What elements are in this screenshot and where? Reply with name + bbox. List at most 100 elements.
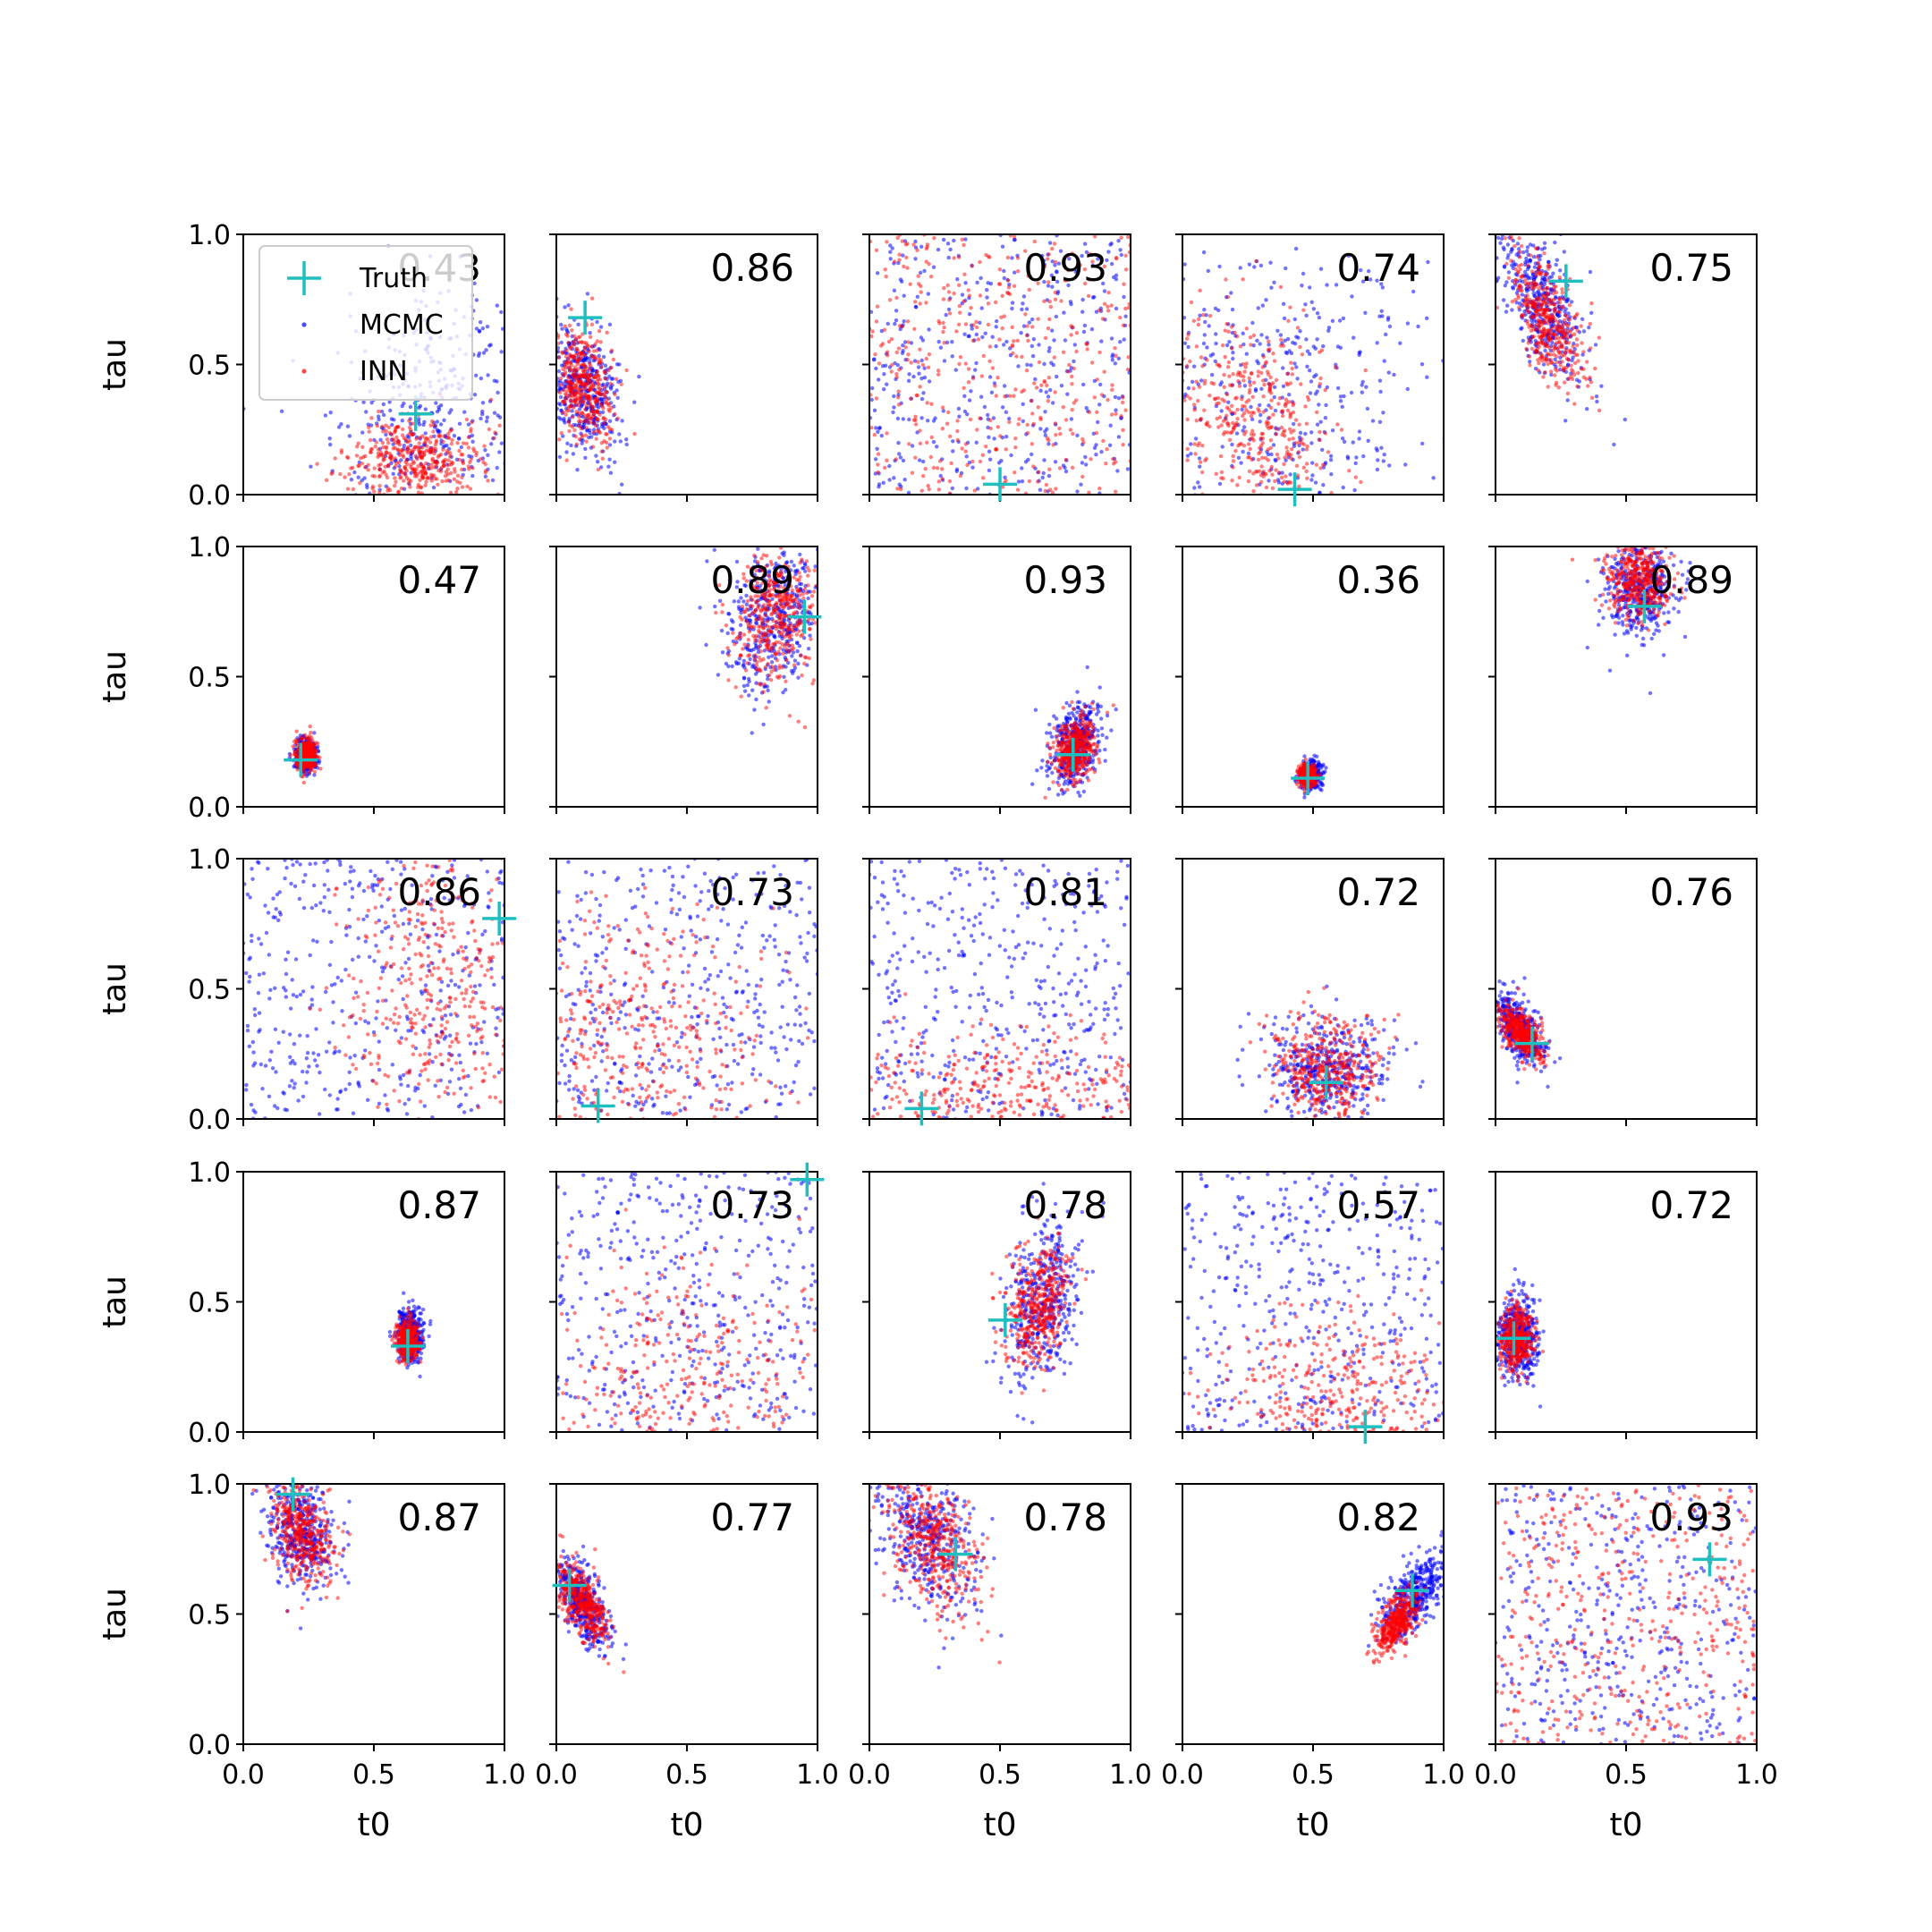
inn-point bbox=[576, 367, 580, 371]
inn-point bbox=[424, 479, 428, 484]
mcmc-point bbox=[617, 432, 622, 436]
mcmc-point bbox=[978, 320, 982, 325]
mcmc-point bbox=[1313, 480, 1318, 485]
mcmc-point bbox=[1106, 250, 1111, 254]
inn-point bbox=[947, 311, 953, 316]
mcmc-point bbox=[720, 650, 725, 655]
mcmc-point bbox=[875, 446, 879, 451]
inn-point bbox=[1078, 263, 1082, 267]
inn-point bbox=[1555, 326, 1559, 331]
inn-point bbox=[884, 275, 888, 279]
inn-point bbox=[483, 470, 487, 475]
inn-point bbox=[1208, 314, 1213, 318]
inn-point bbox=[1004, 479, 1008, 483]
inn-point bbox=[963, 361, 969, 366]
inn-point bbox=[948, 434, 953, 438]
mcmc-point bbox=[893, 360, 897, 366]
inn-point bbox=[449, 442, 453, 446]
mcmc-point bbox=[1115, 469, 1120, 473]
mcmc-point bbox=[569, 443, 573, 448]
mcmc-point bbox=[749, 579, 753, 583]
inn-point bbox=[605, 330, 609, 335]
mcmc-point bbox=[1320, 447, 1325, 453]
inn-point bbox=[994, 394, 999, 398]
inn-point bbox=[916, 360, 920, 364]
mcmc-point bbox=[1205, 345, 1209, 350]
inn-point bbox=[915, 248, 919, 252]
mcmc-point bbox=[423, 407, 428, 411]
inn-point bbox=[1560, 291, 1565, 295]
inn-point bbox=[1002, 314, 1007, 318]
inn-point bbox=[1071, 325, 1075, 330]
mcmc-point bbox=[1379, 445, 1384, 450]
inn-point bbox=[1053, 290, 1058, 295]
inn-point bbox=[1576, 359, 1580, 363]
mcmc-point bbox=[1271, 443, 1276, 447]
inn-point bbox=[462, 441, 466, 445]
inn-point bbox=[1538, 335, 1543, 341]
inn-point bbox=[1515, 270, 1521, 275]
mcmc-point bbox=[435, 419, 440, 424]
inn-point bbox=[1563, 328, 1568, 333]
mcmc-point bbox=[917, 371, 921, 376]
mcmc-point bbox=[1283, 338, 1287, 343]
mcmc-point bbox=[1230, 307, 1235, 312]
mcmc-point bbox=[480, 401, 486, 405]
inn-point bbox=[913, 422, 919, 427]
inn-point bbox=[597, 357, 601, 361]
inn-point bbox=[452, 477, 456, 481]
inn-point bbox=[1223, 354, 1227, 360]
mcmc-point bbox=[483, 448, 487, 453]
mcmc-point bbox=[580, 438, 585, 443]
inn-point bbox=[876, 470, 880, 475]
inn-point bbox=[578, 382, 583, 386]
inn-point bbox=[600, 456, 605, 461]
inn-point bbox=[1231, 453, 1235, 459]
inn-point bbox=[905, 358, 910, 362]
mcmc-point bbox=[1030, 452, 1034, 457]
mcmc-point bbox=[309, 464, 313, 469]
inn-point bbox=[1265, 419, 1269, 424]
inn-point bbox=[416, 464, 420, 469]
inn-point bbox=[1542, 251, 1546, 256]
inn-point bbox=[894, 457, 898, 462]
mcmc-point bbox=[379, 409, 385, 414]
mcmc-point bbox=[1272, 394, 1276, 400]
inn-point bbox=[445, 436, 451, 440]
inn-point bbox=[448, 454, 453, 459]
mcmc-point bbox=[876, 429, 880, 434]
mcmc-point bbox=[1258, 263, 1264, 268]
mcmc-point bbox=[1531, 254, 1537, 259]
inn-series bbox=[556, 296, 637, 472]
inn-point bbox=[386, 440, 391, 445]
inn-point bbox=[594, 400, 598, 405]
inn-point bbox=[970, 459, 975, 464]
inn-point bbox=[570, 415, 575, 419]
mcmc-point bbox=[1020, 466, 1024, 470]
inn-point bbox=[1046, 257, 1050, 261]
inn-point bbox=[1533, 351, 1538, 355]
inn-point bbox=[1234, 334, 1240, 339]
mcmc-point bbox=[1193, 436, 1199, 441]
mcmc-point bbox=[1231, 351, 1235, 355]
inn-point bbox=[423, 439, 428, 445]
mcmc-point bbox=[1416, 324, 1420, 329]
inn-point bbox=[582, 413, 587, 418]
mcmc-point bbox=[919, 396, 925, 402]
mcmc-point bbox=[1208, 353, 1214, 358]
mcmc-point bbox=[1010, 256, 1014, 260]
inn-point bbox=[1261, 378, 1266, 383]
inn-point bbox=[1526, 341, 1531, 345]
inn-point bbox=[603, 377, 607, 381]
inn-point bbox=[1121, 428, 1125, 432]
inn-point bbox=[1196, 322, 1201, 327]
inn-point bbox=[572, 390, 576, 394]
inn-point bbox=[410, 432, 415, 436]
mcmc-point bbox=[901, 343, 905, 348]
inn-point bbox=[580, 411, 584, 415]
inn-point bbox=[564, 409, 569, 413]
mcmc-point bbox=[470, 473, 475, 479]
inn-point bbox=[586, 394, 591, 399]
inn-point bbox=[1197, 317, 1201, 322]
inn-point bbox=[1010, 343, 1015, 348]
